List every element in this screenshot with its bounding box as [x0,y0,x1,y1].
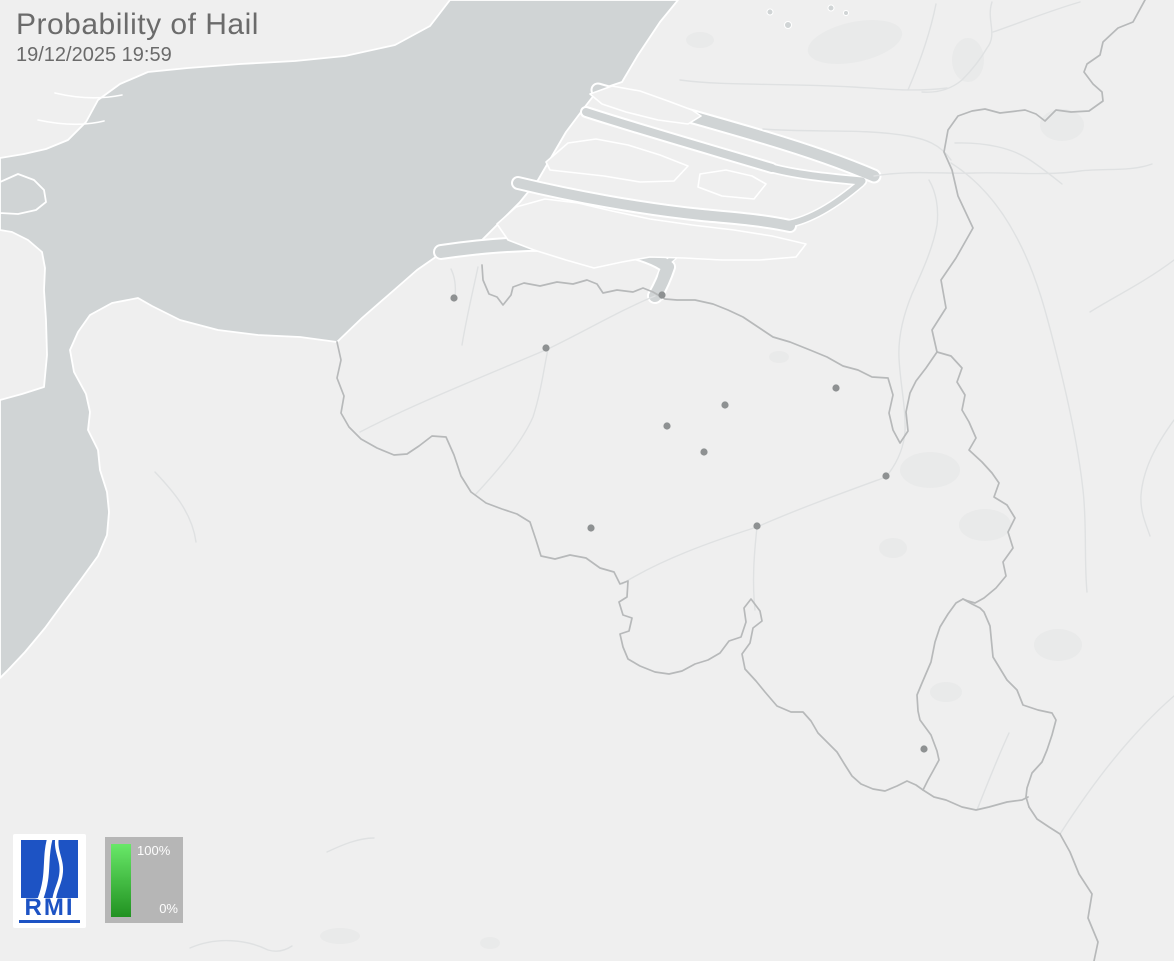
rivers [154,1,1174,952]
city-dot [753,522,761,530]
rmi-logo-rule [19,920,80,923]
city-dot [587,524,595,532]
rmi-emblem-icon [21,840,78,898]
legend-max-label: 100% [137,843,171,858]
country-borders [336,0,1146,961]
border-netherlands-germany [931,0,1146,353]
rmi-logo: RMI [13,834,86,928]
border-luxembourg-germany [962,598,1057,808]
city-dot [721,401,729,409]
city-dot [700,448,708,456]
forest-patches [320,20,1084,949]
border-belgium-france [336,341,924,792]
city-dot [832,384,840,392]
legend: 100% 0% [105,837,183,923]
border-luxembourg-france [922,789,1029,811]
city-dot [882,472,890,480]
zeeland-islands [496,85,807,269]
city-dot [542,344,550,352]
page-title: Probability of Hail [16,8,259,41]
city-dot [663,422,671,430]
border-belgium-luxembourg [916,598,964,791]
english-estuaries [37,92,123,126]
lakes [766,4,849,29]
border-france-germany [1028,806,1099,961]
legend-min-label: 0% [159,901,178,916]
city-dot [450,294,458,302]
legend-gradient-bar [111,844,131,917]
city-dot [920,745,928,753]
border-belgium-netherlands [481,264,938,444]
border-belgium-germany [936,351,1016,604]
header: Probability of Hail 19/12/2025 19:59 [16,8,259,67]
timestamp: 19/12/2025 19:59 [16,43,172,66]
rmi-logo-text: RMI [24,894,75,921]
city-dots [450,291,928,753]
city-dot [658,291,666,299]
